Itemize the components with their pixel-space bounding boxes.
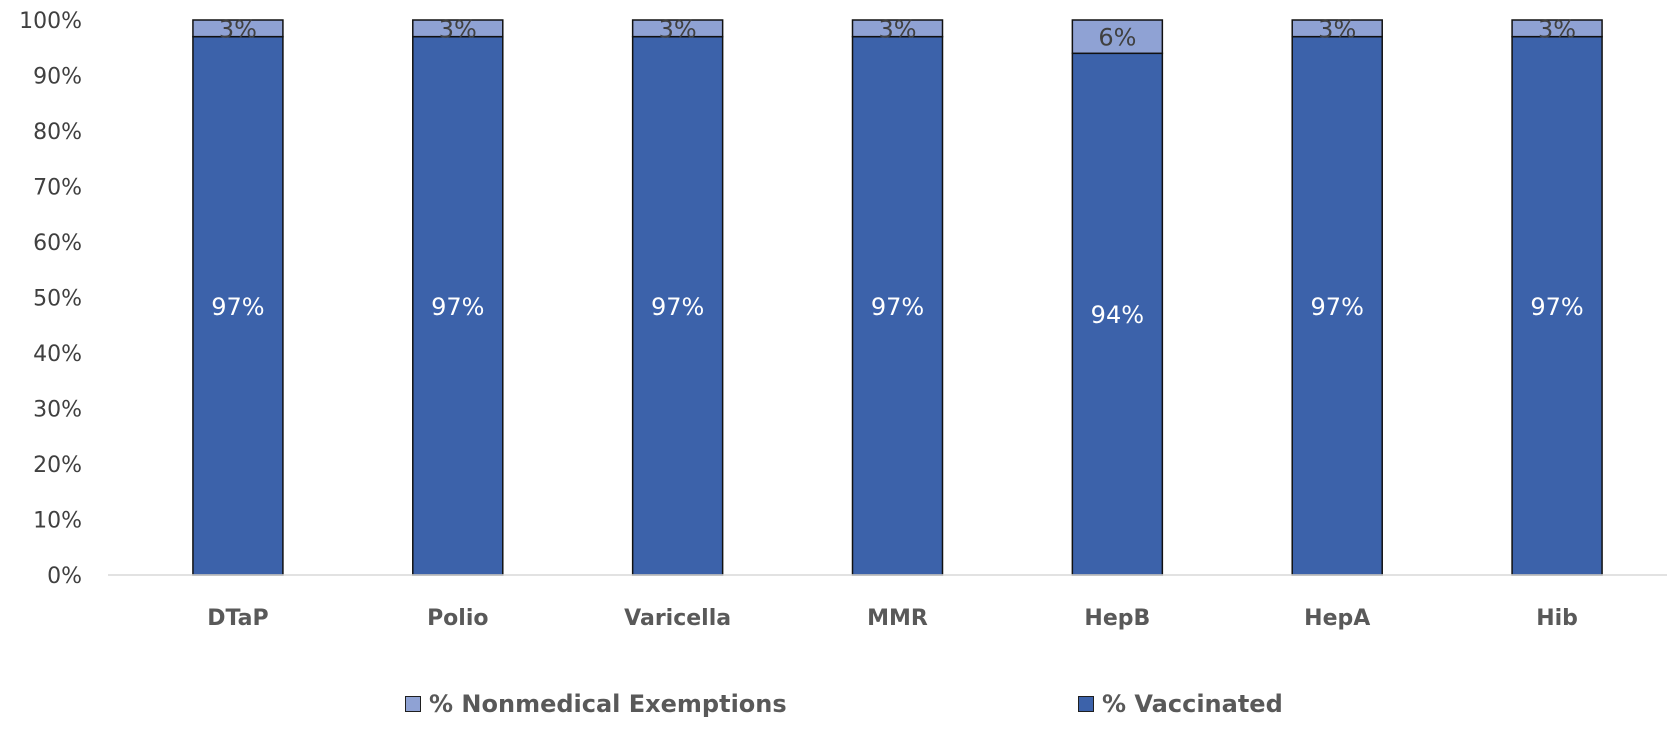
y-tick-label: 50% <box>33 287 82 312</box>
bar-nonmedical-exemptions <box>1511 19 1603 38</box>
data-label-vaccinated: 97% <box>431 293 484 321</box>
data-label-vaccinated: 97% <box>1530 293 1583 321</box>
y-tick-label: 60% <box>33 231 82 256</box>
data-label-nonmedical-exemptions: 3% <box>878 15 916 43</box>
y-tick-label: 90% <box>33 65 82 90</box>
bar-vaccinated <box>1071 52 1164 576</box>
y-axis: 0% 10% 20% 30% 40% 50% 60% 70% 80% 90% 100% <box>19 9 82 589</box>
x-tick-label: HepA <box>1304 606 1370 631</box>
y-tick-label: 80% <box>33 120 82 145</box>
legend-item-vaccinated: % Vaccinated <box>1078 690 1283 718</box>
data-label-vaccinated: 97% <box>871 293 924 321</box>
x-tick-label: MMR <box>867 606 928 631</box>
data-label-nonmedical-exemptions: 6% <box>1098 24 1136 52</box>
legend: % Nonmedical Exemptions % Vaccinated <box>0 690 1667 730</box>
data-label-nonmedical-exemptions: 3% <box>659 15 697 43</box>
data-label-vaccinated: 97% <box>211 293 264 321</box>
data-label-vaccinated: 97% <box>651 293 704 321</box>
bar-nonmedical-exemptions <box>1291 19 1383 38</box>
bar-nonmedical-exemptions <box>412 19 504 38</box>
x-axis: DTaP Polio Varicella MMR HepB HepA Hib <box>108 574 1667 631</box>
data-label-nonmedical-exemptions: 3% <box>219 15 257 43</box>
x-tick-label: Polio <box>427 606 488 631</box>
legend-swatch-nonmedical-exemptions <box>405 696 421 712</box>
legend-swatch-vaccinated <box>1078 696 1094 712</box>
bar-vaccinated <box>192 35 284 576</box>
y-tick-label: 70% <box>33 176 82 201</box>
y-tick-label: 30% <box>33 398 82 423</box>
bar-vaccinated <box>1511 35 1603 576</box>
plot-bars: 97% 3% 97% 3% 97% 3% 97% 3% 94% 6% 97% 3% 97% 3% <box>192 15 1603 576</box>
bar-nonmedical-exemptions <box>192 19 284 38</box>
data-label-nonmedical-exemptions: 3% <box>1538 15 1576 43</box>
y-tick-label: 100% <box>19 9 82 34</box>
y-tick-label: 20% <box>33 453 82 478</box>
bar-nonmedical-exemptions <box>631 19 724 38</box>
x-tick-label: Varicella <box>624 606 731 631</box>
y-tick-label: 40% <box>33 342 82 367</box>
y-tick-label: 10% <box>33 509 82 534</box>
bar-vaccinated <box>1291 35 1383 576</box>
legend-label-nonmedical-exemptions: % Nonmedical Exemptions <box>429 690 787 718</box>
data-label-vaccinated: 94% <box>1091 301 1144 329</box>
y-tick-label: 0% <box>47 564 82 589</box>
bar-nonmedical-exemptions <box>1071 19 1164 55</box>
bar-nonmedical-exemptions <box>851 19 944 38</box>
data-label-nonmedical-exemptions: 3% <box>439 15 477 43</box>
x-tick-label: HepB <box>1084 606 1150 631</box>
legend-item-nonmedical-exemptions: % Nonmedical Exemptions <box>405 690 787 718</box>
legend-label-vaccinated: % Vaccinated <box>1102 690 1283 718</box>
x-tick-label: Hib <box>1536 606 1578 631</box>
x-tick-label: DTaP <box>207 606 268 631</box>
stacked-bar-chart: 0%10%20%30%40%50%60%70%80%90%100% 97%3%9… <box>19 9 1667 631</box>
data-label-vaccinated: 97% <box>1311 293 1364 321</box>
data-label-nonmedical-exemptions: 3% <box>1318 15 1356 43</box>
bar-vaccinated <box>631 35 724 576</box>
